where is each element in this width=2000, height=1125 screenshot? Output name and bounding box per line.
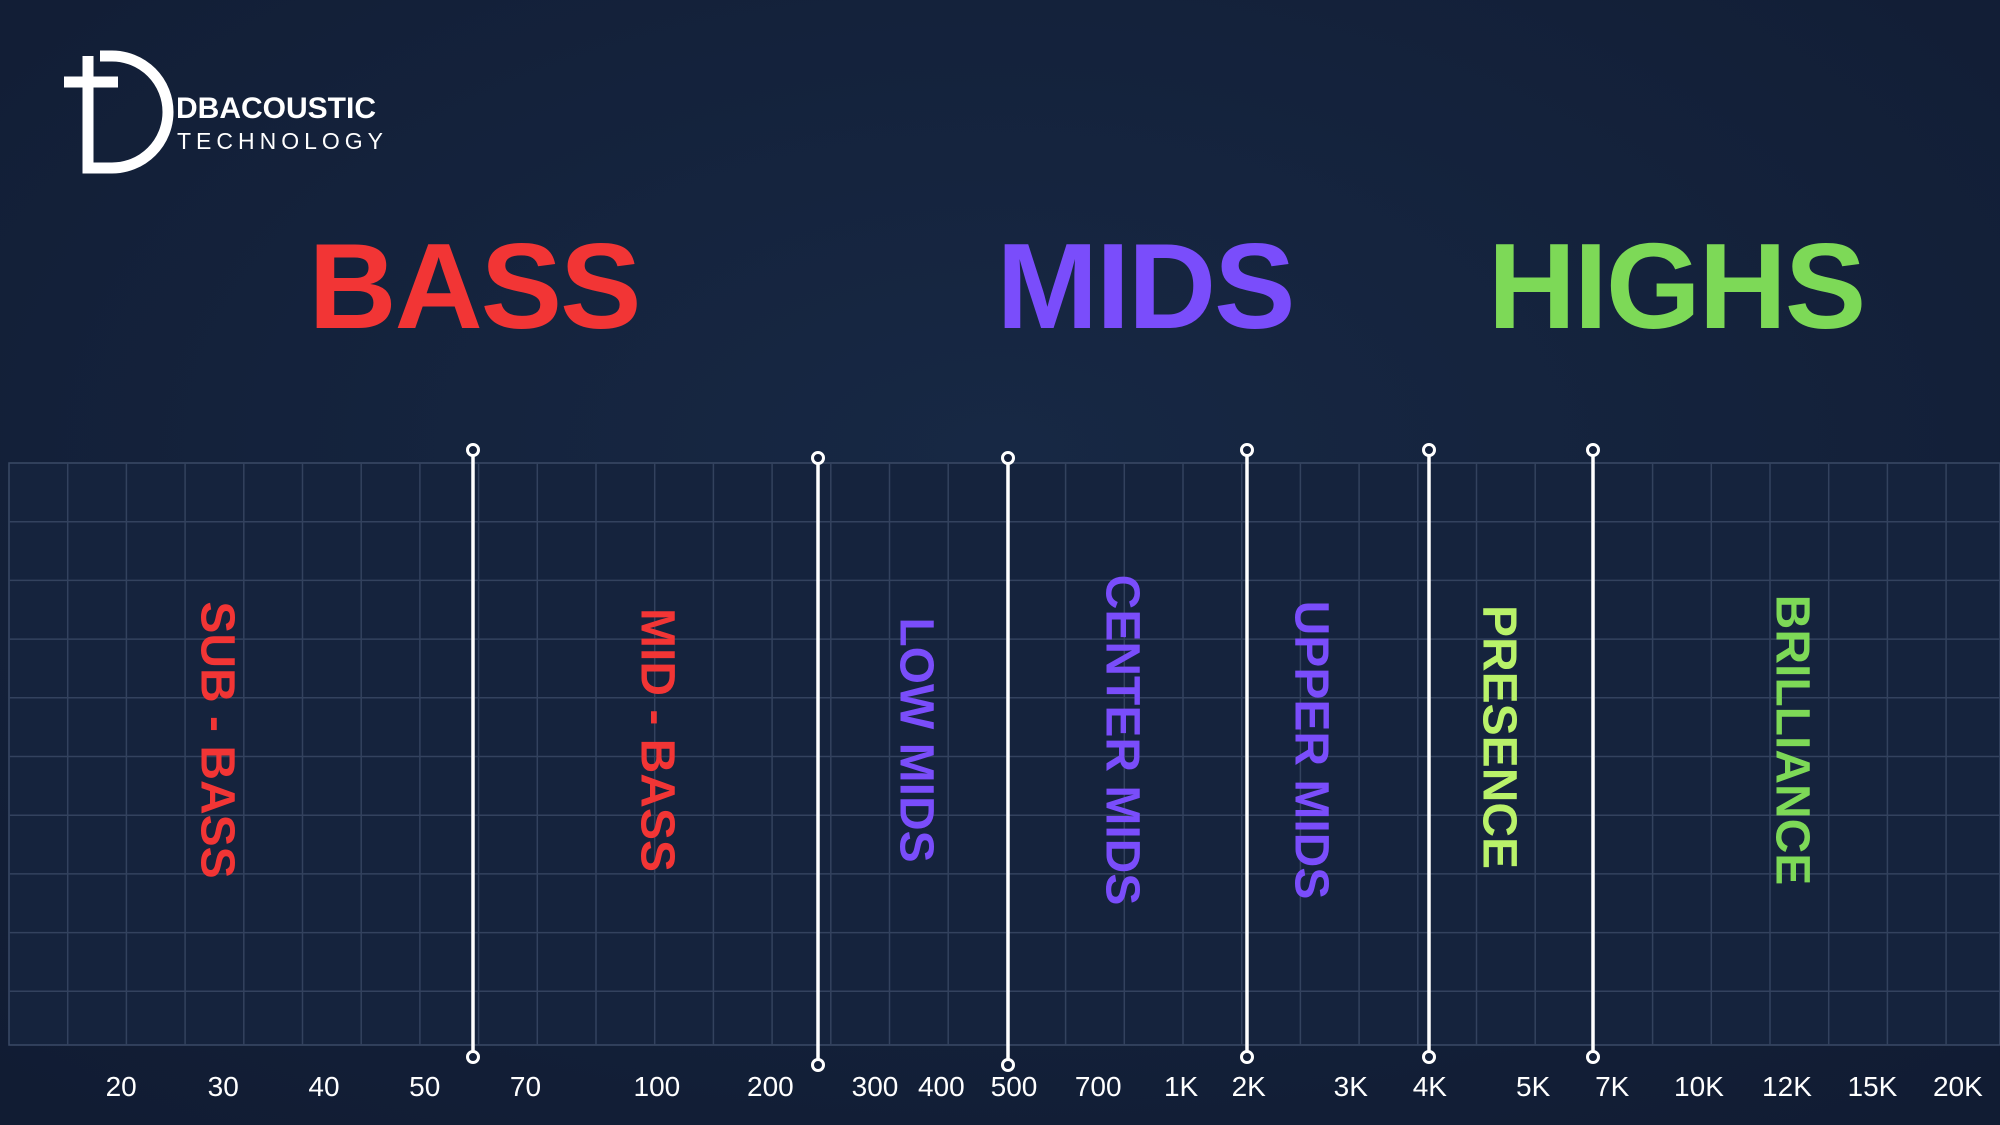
frequency-label: 300 xyxy=(852,1071,899,1102)
frequency-label: 20K xyxy=(1933,1071,1983,1102)
divider-handle xyxy=(1586,443,1600,457)
band-label: LOW MIDS xyxy=(890,617,943,862)
frequency-label: 700 xyxy=(1075,1071,1122,1102)
band-label: UPPER MIDS xyxy=(1285,601,1338,900)
divider-handle xyxy=(1422,1050,1436,1064)
divider-handle xyxy=(466,443,480,457)
grid-frame xyxy=(8,462,2000,1046)
band-label: PRESENCE xyxy=(1473,605,1526,869)
brand-tagline: TECHNOLOGY xyxy=(177,128,388,154)
divider-handle xyxy=(1240,1050,1254,1064)
band-label: CENTER MIDS xyxy=(1096,575,1149,906)
divider-handle xyxy=(1001,451,1015,465)
divider-handle xyxy=(811,451,825,465)
frequency-label: 30 xyxy=(208,1071,239,1102)
divider-handle xyxy=(466,1050,480,1064)
divider-handle xyxy=(1422,443,1436,457)
divider-handle xyxy=(811,1058,825,1072)
dividers xyxy=(466,443,1600,1072)
frequency-label: 3K xyxy=(1334,1071,1369,1102)
frequency-label: 5K xyxy=(1516,1071,1551,1102)
divider-handle xyxy=(1586,1050,1600,1064)
labels: BASS MIDS HIGHS SUB - BASS MID - BASS LOW MID… xyxy=(106,218,1984,1102)
frequency-label: 70 xyxy=(510,1071,541,1102)
frequency-label: 1K xyxy=(1164,1071,1199,1102)
divider-handle xyxy=(1001,1058,1015,1072)
band-label: BRILLIANCE xyxy=(1766,595,1819,886)
logo xyxy=(64,50,174,174)
frequency-label: 4K xyxy=(1413,1071,1448,1102)
grid xyxy=(8,462,2000,1046)
group-title: MIDS xyxy=(997,218,1294,354)
frequency-label: 7K xyxy=(1595,1071,1630,1102)
frequency-label: 100 xyxy=(634,1071,681,1102)
frequency-label: 20 xyxy=(106,1071,137,1102)
logo-d xyxy=(82,50,174,174)
frequency-label: 15K xyxy=(1848,1071,1898,1102)
frequency-label: 50 xyxy=(409,1071,440,1102)
frequency-label: 500 xyxy=(991,1071,1038,1102)
band-label: SUB - BASS xyxy=(191,601,244,878)
frequency-label: 10K xyxy=(1674,1071,1724,1102)
band-label: MID - BASS xyxy=(631,608,684,872)
group-title: HIGHS xyxy=(1488,218,1864,354)
frequency-label: 2K xyxy=(1232,1071,1267,1102)
frequency-label: 400 xyxy=(918,1071,965,1102)
brand-name: DBACOUSTIC xyxy=(176,92,376,125)
divider-handle xyxy=(1240,443,1254,457)
frequency-label: 200 xyxy=(747,1071,794,1102)
frequency-label: 40 xyxy=(308,1071,339,1102)
group-title: BASS xyxy=(309,218,640,354)
frequency-label: 12K xyxy=(1762,1071,1812,1102)
